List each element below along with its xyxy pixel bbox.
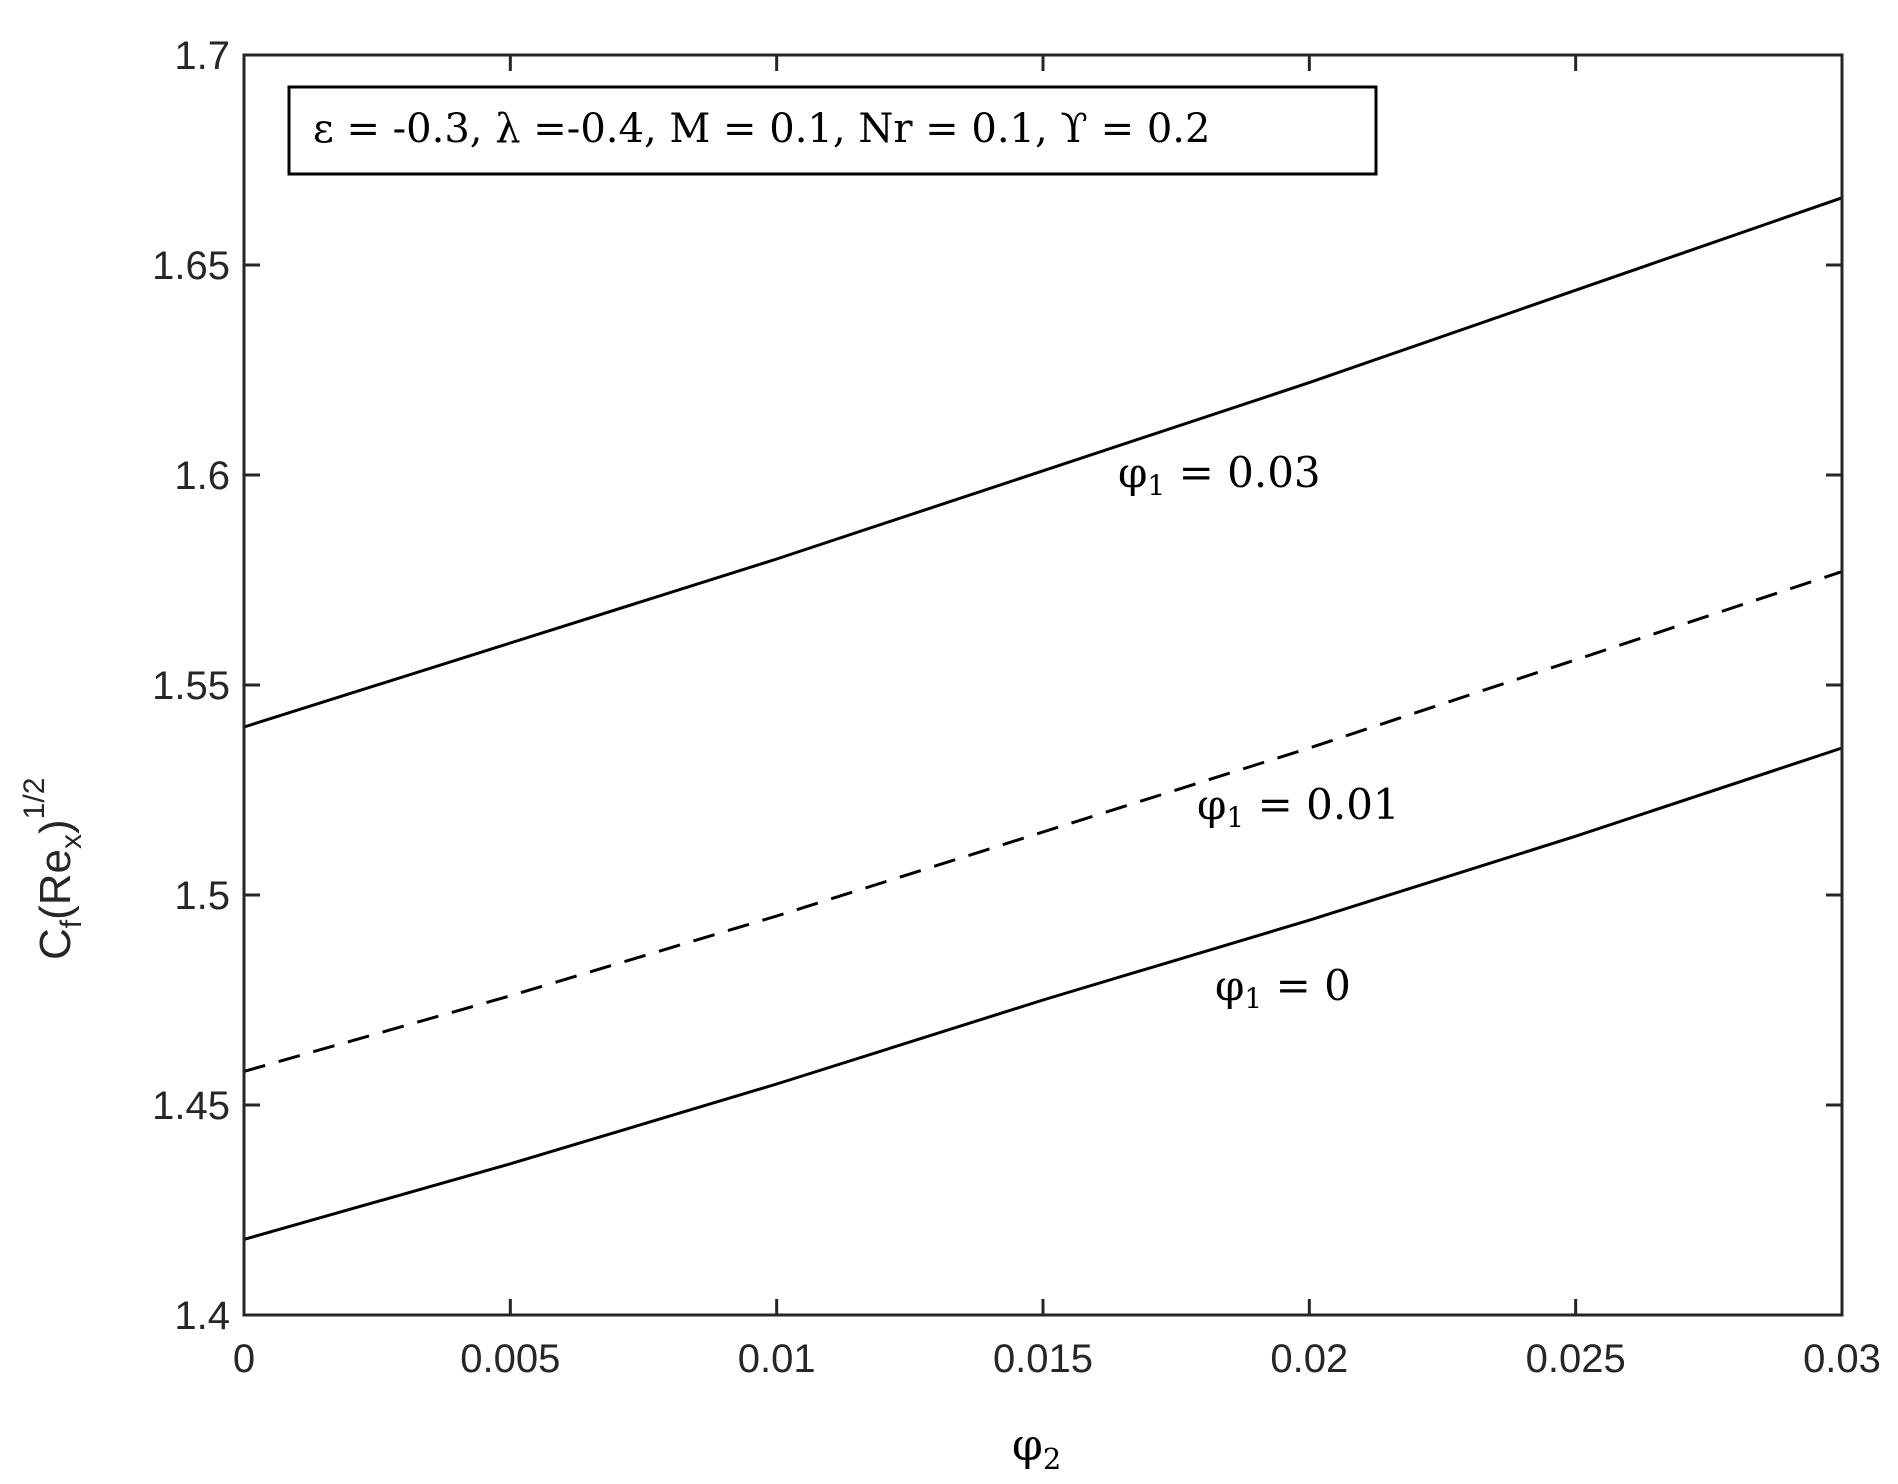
series-label-phi1-0.03: φ1 = 0.03 — [1118, 448, 1321, 502]
y-tick-label: 1.65 — [152, 244, 230, 288]
x-tick-label: 0.025 — [1526, 1337, 1626, 1381]
plot-area — [244, 55, 1842, 1315]
ticks-layer: 0 0.005 0.01 0.015 0.02 0.025 0.03 1.4 1.45 1.5 1.… — [152, 34, 1881, 1381]
y-tick-label: 1.5 — [174, 874, 230, 918]
y-tick-label: 1.55 — [152, 664, 230, 708]
series-line-0 — [243, 196, 1843, 729]
plot-frame — [242, 53, 1844, 1317]
x-axis-label: φ2 — [1012, 1420, 1061, 1476]
y-tick-label: 1.7 — [174, 34, 230, 78]
y-tick-label: 1.45 — [152, 1084, 230, 1128]
x-tick-label: 0.02 — [1270, 1337, 1348, 1381]
x-tick-label: 0.03 — [1803, 1337, 1881, 1381]
y-axis-label: Cf(Rex)1/2 — [18, 778, 88, 960]
annotation-text: ε = -0.3, λ =-0.4, M = 0.1, Nr = 0.1, ϒ … — [313, 106, 1210, 152]
series-layer — [243, 196, 1843, 1241]
x-tick-label: 0 — [233, 1337, 255, 1381]
x-tick-label: 0.01 — [738, 1337, 816, 1381]
x-tick-label: 0.005 — [460, 1337, 560, 1381]
annotation-box — [287, 85, 1378, 176]
svg-text:Cf(Rex)1/2: Cf(Rex)1/2 — [18, 778, 88, 960]
series-line-2 — [243, 746, 1843, 1241]
x-tick-label: 0.015 — [993, 1337, 1093, 1381]
y-tick-label: 1.6 — [174, 454, 230, 498]
series-line-1 — [243, 570, 1843, 1073]
series-label-phi1-0.01: φ1 = 0.01 — [1197, 780, 1400, 834]
series-label-phi1-0: φ1 = 0 — [1215, 961, 1351, 1015]
y-tick-label: 1.4 — [174, 1294, 230, 1338]
